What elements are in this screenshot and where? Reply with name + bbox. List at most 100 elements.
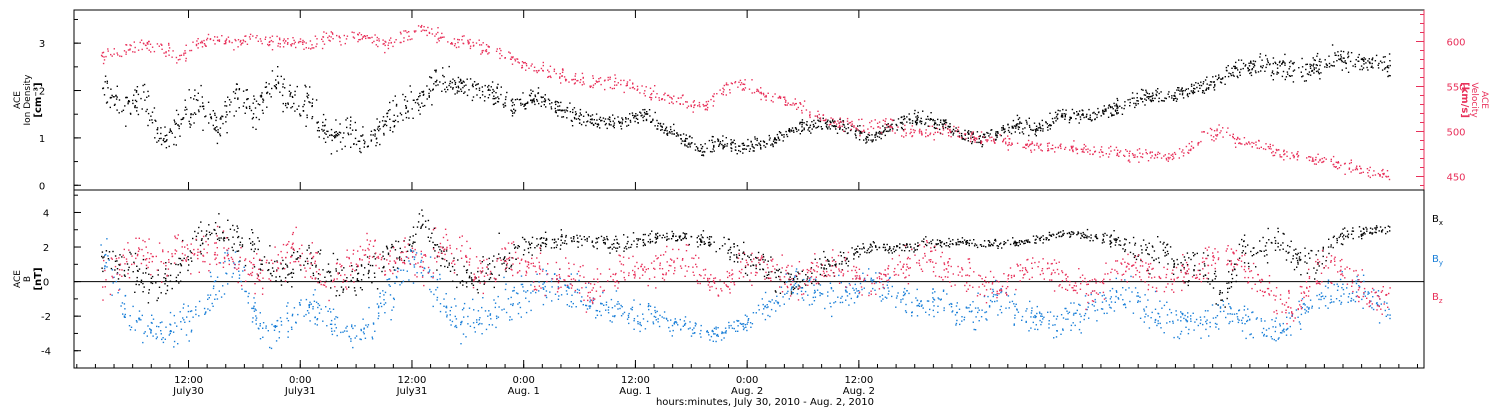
bx-points-point <box>702 230 705 232</box>
velocity-points-point <box>246 43 249 45</box>
ion-density-points-point <box>669 132 671 134</box>
ion-density-points-point <box>1277 72 1280 74</box>
bx-points-point <box>609 252 611 254</box>
ion-density-points-point <box>422 91 424 93</box>
ion-density-points-point <box>1354 63 1356 66</box>
velocity-points-point <box>1293 156 1295 159</box>
bx-points-point <box>811 272 813 274</box>
bx-points-point <box>1124 249 1127 251</box>
velocity-points-point <box>316 38 318 40</box>
velocity-points-point <box>626 83 628 85</box>
ion-density-points-point <box>1158 100 1160 103</box>
bx-points-point <box>1090 237 1092 239</box>
bx-points-point <box>415 233 417 235</box>
bx-points-point <box>893 250 896 253</box>
velocity-points-point <box>472 41 474 44</box>
ion-density-points-point <box>484 84 486 87</box>
velocity-points-point <box>277 45 279 47</box>
bx-points-point <box>1280 244 1282 246</box>
ion-density-points-point <box>742 144 745 146</box>
ion-density-points-point <box>379 143 381 146</box>
ion-density-points-point <box>949 125 951 128</box>
ion-density-points-point <box>587 120 589 122</box>
ion-density-points-point <box>1381 69 1384 71</box>
ion-density-points-point <box>1202 83 1204 85</box>
velocity-points-point <box>894 132 896 134</box>
bx-points-point <box>1207 281 1209 283</box>
ion-density-points-point <box>701 154 703 156</box>
velocity-points-point <box>1178 148 1181 150</box>
bx-points-point <box>195 235 198 238</box>
velocity-points-point <box>165 55 167 57</box>
velocity-points-point <box>738 81 740 83</box>
bx-points-point <box>412 241 415 243</box>
ion-density-points-point <box>1248 65 1251 67</box>
ion-density-points-point <box>733 139 735 141</box>
velocity-points-point <box>1156 153 1159 155</box>
ion-density-points-point <box>863 139 865 141</box>
bx-points-point <box>208 231 211 233</box>
bx-points-point <box>939 242 942 244</box>
ion-density-points-point <box>749 148 751 150</box>
velocity-points-point <box>161 48 163 50</box>
ion-density-points-point <box>195 99 198 101</box>
velocity-points-point <box>485 44 488 46</box>
velocity-points-point <box>891 130 894 132</box>
ion-density-points-point <box>1386 70 1389 73</box>
ion-density-points-point <box>1039 127 1041 129</box>
ion-density-points-point <box>788 129 791 131</box>
ion-density-points-point <box>318 130 320 132</box>
bx-points-point <box>815 279 817 281</box>
bx-points-point <box>335 270 337 272</box>
ion-density-points-point <box>694 149 697 151</box>
velocity-points-point <box>255 37 257 39</box>
by-points-point <box>141 314 143 317</box>
ion-density-points-point <box>1311 69 1313 72</box>
velocity-points-point <box>1249 143 1251 145</box>
bx-points-point <box>1343 234 1345 236</box>
ion-density-points-point <box>1097 107 1099 110</box>
velocity-points-point <box>1027 145 1030 148</box>
ion-density-points-point <box>498 98 500 100</box>
ion-density-points-point <box>337 132 339 135</box>
bx-points-point <box>408 244 410 246</box>
bx-points-point <box>1012 237 1014 239</box>
velocity-points-point <box>352 36 355 38</box>
bx-points-point <box>990 243 993 245</box>
ion-density-points-point <box>1180 89 1182 91</box>
ion-density-points-point <box>1292 70 1295 72</box>
ion-density-points-point <box>1152 94 1154 96</box>
velocity-points-point <box>942 126 944 129</box>
velocity-points-point <box>829 123 832 125</box>
velocity-points-point <box>323 43 326 45</box>
velocity-points-point <box>661 98 663 101</box>
ion-density-points-point <box>612 114 614 116</box>
ion-density-points-point <box>1291 62 1294 64</box>
ion-density-points-point <box>497 96 499 98</box>
bx-points-point <box>572 238 575 240</box>
ion-density-points-point <box>713 146 715 148</box>
ion-density-points-point <box>929 119 931 121</box>
ion-density-points-point <box>1318 68 1320 70</box>
velocity-points-point <box>1048 142 1050 144</box>
velocity-points-point <box>358 32 361 34</box>
ion-density-points-point <box>198 110 200 113</box>
ion-density-points-point <box>1202 90 1205 92</box>
ion-density-points-point <box>601 119 603 122</box>
ion-density-points-point <box>1315 64 1317 66</box>
bx-points-point <box>1137 255 1139 257</box>
ion-density-points-point <box>336 134 338 137</box>
bx-points-point <box>494 278 497 280</box>
ion-density-points-point <box>686 138 688 140</box>
bx-points-point <box>1266 262 1269 264</box>
bx-points-point <box>317 251 319 253</box>
bx-points-point <box>1045 238 1047 241</box>
velocity-points-point <box>825 119 827 121</box>
bx-points-point <box>1370 232 1372 234</box>
velocity-points-point <box>1003 138 1005 140</box>
velocity-points-point <box>1312 157 1314 159</box>
velocity-points-point <box>1118 155 1120 157</box>
ion-density-points-point <box>1117 107 1119 109</box>
velocity-points-point <box>1359 167 1362 170</box>
ion-density-points-point <box>1035 128 1038 130</box>
